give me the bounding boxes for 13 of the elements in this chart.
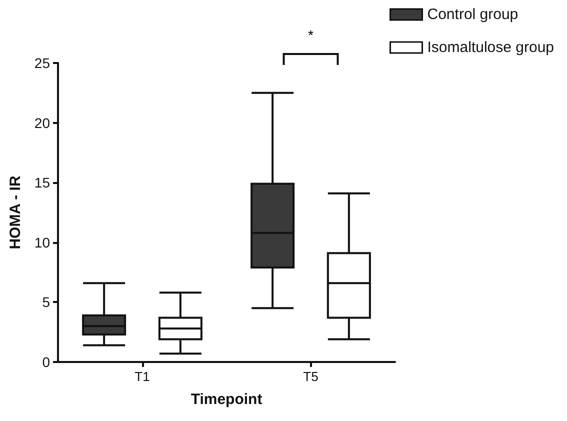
- text: *: [308, 27, 314, 43]
- y-tick-label: 10: [34, 234, 50, 250]
- y-tick-label: 20: [34, 114, 50, 131]
- y-tick-label: 15: [34, 174, 50, 191]
- y-axis-title: HOMA - IR: [7, 176, 24, 250]
- y-tick-label: 25: [34, 55, 50, 71]
- x-tick-label: T1: [134, 369, 150, 384]
- x-axis-title: Timepoint: [190, 391, 262, 408]
- y-tick-label: 5: [42, 294, 50, 310]
- x-tick-label: T5: [303, 369, 318, 384]
- y-tick-label: 0: [42, 354, 50, 370]
- legend-label: Control group: [427, 6, 518, 23]
- legend-label: Isomaltulose group: [427, 39, 554, 56]
